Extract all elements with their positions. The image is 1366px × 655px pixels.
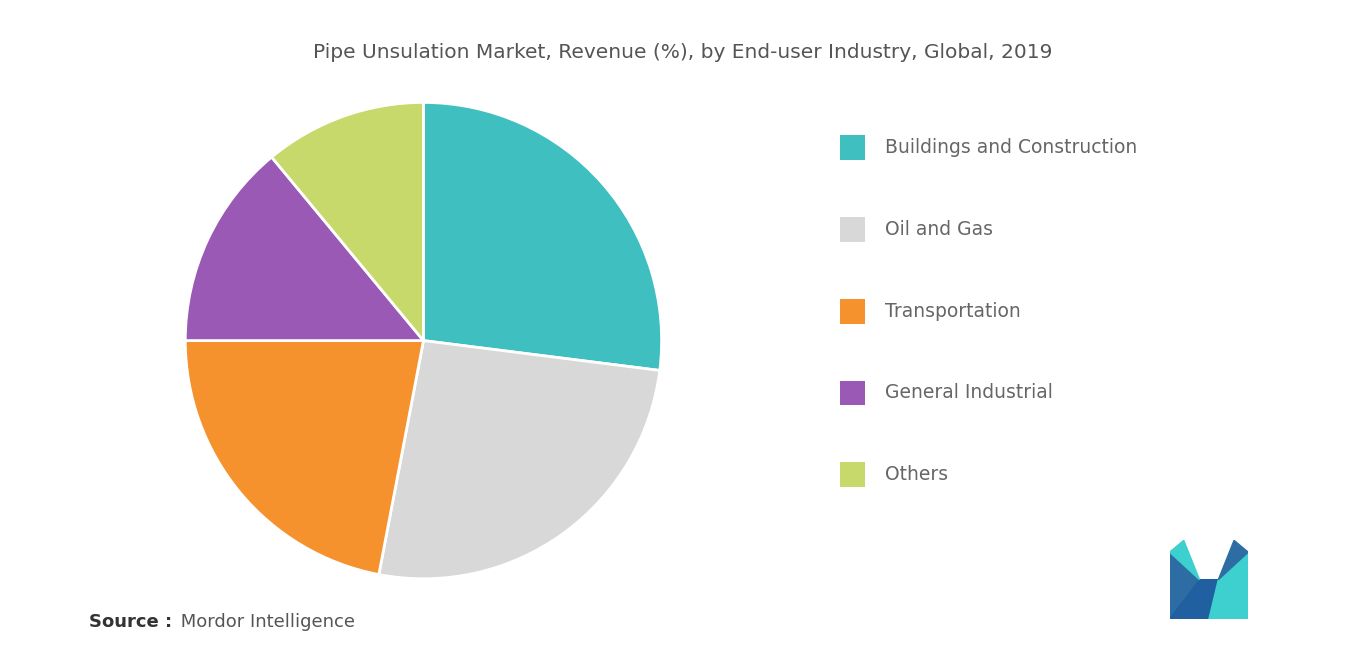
Wedge shape — [186, 341, 423, 574]
Wedge shape — [378, 341, 660, 579]
Polygon shape — [1199, 580, 1218, 619]
Polygon shape — [1169, 580, 1209, 619]
Polygon shape — [1169, 540, 1199, 580]
Text: Others: Others — [885, 465, 948, 485]
Polygon shape — [1209, 580, 1249, 619]
Wedge shape — [423, 102, 661, 371]
Text: Transportation: Transportation — [885, 301, 1020, 321]
Polygon shape — [1169, 552, 1199, 619]
Text: General Industrial: General Industrial — [885, 383, 1053, 403]
Polygon shape — [1218, 552, 1249, 619]
Text: Source :: Source : — [89, 613, 172, 631]
Text: Pipe Unsulation Market, Revenue (%), by End-user Industry, Global, 2019: Pipe Unsulation Market, Revenue (%), by … — [313, 43, 1053, 62]
Wedge shape — [186, 157, 423, 341]
Text: Buildings and Construction: Buildings and Construction — [885, 138, 1138, 157]
Wedge shape — [272, 102, 423, 341]
Text: Oil and Gas: Oil and Gas — [885, 219, 993, 239]
Text: Mordor Intelligence: Mordor Intelligence — [175, 613, 355, 631]
Polygon shape — [1218, 540, 1249, 580]
